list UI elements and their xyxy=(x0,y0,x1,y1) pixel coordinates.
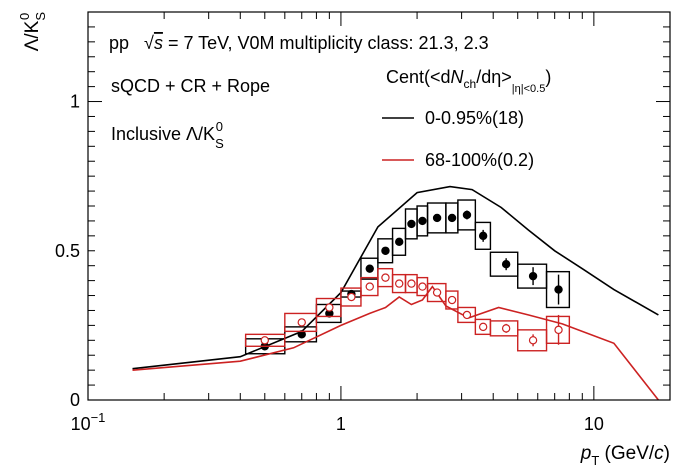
data-point-1-2 xyxy=(325,303,334,312)
data-point-1-1 xyxy=(297,318,306,327)
data-point-0-12 xyxy=(478,231,488,241)
data-point-1-13 xyxy=(501,324,511,333)
sys-box-0-15 xyxy=(545,270,571,309)
data-point-1-0 xyxy=(260,336,269,345)
data-point-1-9 xyxy=(432,288,442,297)
y-axis-title: Λ/KS0 xyxy=(17,12,48,52)
data-point-1-6 xyxy=(395,279,404,288)
sys-box-1-3 xyxy=(340,287,362,307)
data-point-0-4 xyxy=(365,264,374,273)
data-point-0-8 xyxy=(418,216,427,226)
data-point-1-15 xyxy=(554,325,563,335)
data-point-1-3 xyxy=(347,292,356,302)
data-point-1-8 xyxy=(418,282,427,291)
legend-label-0-0.95: 0-0.95%(18) xyxy=(425,108,524,128)
y-tick-label-0: 0 xyxy=(70,390,80,410)
data-point-0-10 xyxy=(447,213,457,223)
model-line-1 xyxy=(132,285,660,401)
data-point-0-5 xyxy=(381,246,390,255)
legend-header: Cent(<dNch/dη>|η|<0.5) xyxy=(386,67,551,95)
data-point-0-7 xyxy=(407,219,416,229)
model-line-0 xyxy=(132,185,659,370)
data-point-0-11 xyxy=(462,210,472,220)
data-point-0-9 xyxy=(432,213,442,223)
data-point-1-10 xyxy=(447,295,457,305)
data-point-1-4 xyxy=(365,282,374,291)
data-point-1-12 xyxy=(478,322,488,332)
data-point-1-7 xyxy=(407,279,416,288)
sys-box-1-2 xyxy=(315,297,342,318)
annotations: pp √s = 7 TeV, V0M multiplicity class: 2… xyxy=(109,33,489,151)
y-tick-label-2: 1 xyxy=(70,92,80,112)
sys-box-1-1 xyxy=(284,312,318,333)
annotation-model: sQCD + CR + Rope xyxy=(111,76,270,96)
sys-box-0-6 xyxy=(391,227,407,256)
data-point-0-13 xyxy=(501,260,511,269)
plot-layer xyxy=(132,185,660,401)
data-point-0-14 xyxy=(528,271,538,281)
x-tick-label-0: 10−1 xyxy=(71,410,106,434)
y-tick-label-1: 0.5 xyxy=(55,241,80,261)
sys-box-1-13 xyxy=(489,320,519,337)
x-tick-label-2: 10 xyxy=(584,414,604,434)
data-point-1-11 xyxy=(462,310,472,320)
axis-layer: 10−1 1 10 0 0.5 1 pT (GeV/c) Λ/KS0 xyxy=(17,11,671,468)
x-tick-label-1: 1 xyxy=(336,414,346,434)
plot-frame xyxy=(87,11,671,401)
sys-box-1-0 xyxy=(244,333,286,347)
data-point-1-5 xyxy=(381,273,390,282)
sys-box-0-11 xyxy=(457,199,477,231)
data-point-1-14 xyxy=(528,336,538,345)
x-axis-title: pT (GeV/c) xyxy=(580,443,670,468)
data-point-0-6 xyxy=(395,237,404,247)
annotation-line1: pp √s = 7 TeV, V0M multiplicity class: 2… xyxy=(109,33,489,53)
data-point-0-15 xyxy=(554,285,563,294)
legend-label-68-100: 68-100%(0.2) xyxy=(425,150,534,170)
annotation-inclusive: Inclusive Λ/KS0 xyxy=(111,119,224,151)
legend: Cent(<dNch/dη>|η|<0.5) 0-0.95%(18) 68-10… xyxy=(382,67,551,170)
sys-box-0-12 xyxy=(474,221,492,250)
